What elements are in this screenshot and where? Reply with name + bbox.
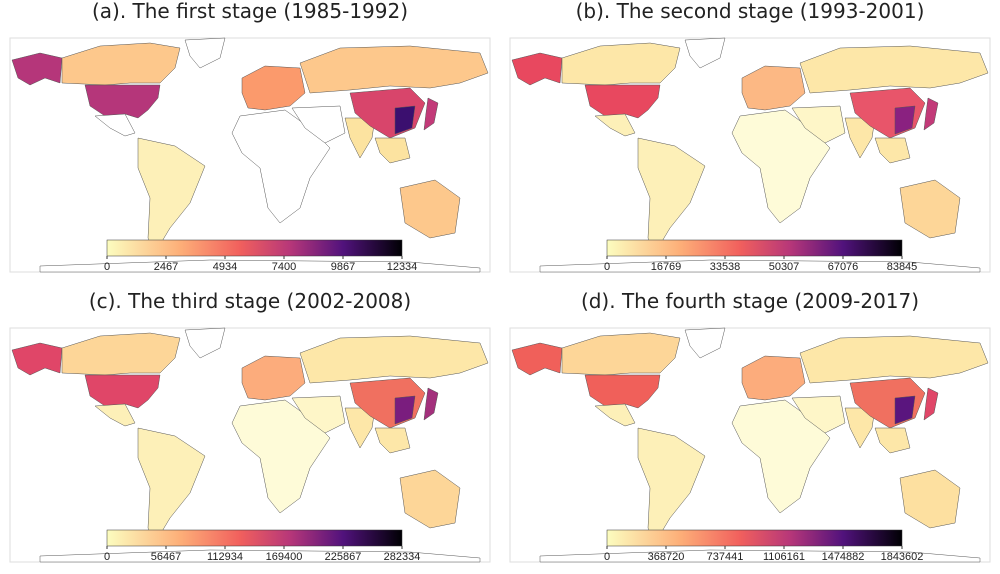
colorbar bbox=[606, 529, 903, 547]
colorbar-tick-label: 67076 bbox=[828, 261, 859, 273]
colorbar-tick-label: 7400 bbox=[272, 261, 296, 273]
colorbar-tick-label: 1843602 bbox=[881, 551, 924, 563]
colorbar-tick-label: 112934 bbox=[207, 551, 243, 563]
colorbar-tick-label: 0 bbox=[604, 261, 610, 273]
map-panel: (b). The second stage (1993-2001) 0 16769 3… bbox=[509, 0, 991, 273]
map-panel: (c). The third stage (2002-2008) 0 56467 11… bbox=[9, 289, 491, 563]
colorbar-tick-label: 83845 bbox=[887, 261, 918, 273]
colorbar-tick-label: 33538 bbox=[710, 261, 741, 273]
colorbar-tick-label: 56467 bbox=[151, 551, 182, 563]
map-panel: (a). The first stage (1985-1992) 0 2467 493… bbox=[9, 0, 491, 273]
map-panel: (d). The fourth stage (2009-2017) 0 368720… bbox=[509, 289, 991, 563]
panel-title: (c). The third stage (2002-2008) bbox=[89, 289, 411, 313]
colorbar-tick-label: 0 bbox=[604, 551, 610, 563]
colorbar-tick-label: 368720 bbox=[648, 551, 685, 563]
colorbar bbox=[606, 239, 903, 257]
colorbar-tick-label: 0 bbox=[104, 261, 110, 273]
colorbar bbox=[106, 239, 403, 257]
colorbar-tick-label: 4934 bbox=[213, 261, 237, 273]
panel-title: (d). The fourth stage (2009-2017) bbox=[581, 289, 919, 313]
colorbar-tick-label: 737441 bbox=[707, 551, 744, 563]
colorbar-tick-label: 9867 bbox=[331, 261, 355, 273]
colorbar-tick-label: 16769 bbox=[651, 261, 682, 273]
colorbar-tick-label: 1106161 bbox=[763, 551, 805, 563]
panel-title: (a). The first stage (1985-1992) bbox=[92, 0, 408, 23]
colorbar-tick-label: 12334 bbox=[387, 261, 418, 273]
colorbar-tick-label: 282334 bbox=[384, 551, 421, 563]
panel-title: (b). The second stage (1993-2001) bbox=[576, 0, 925, 23]
colorbar-tick-label: 0 bbox=[104, 551, 110, 563]
colorbar bbox=[106, 529, 403, 547]
colorbar-tick-label: 50307 bbox=[769, 261, 800, 273]
colorbar-tick-label: 225867 bbox=[325, 551, 362, 563]
colorbar-tick-label: 169400 bbox=[266, 551, 303, 563]
colorbar-tick-label: 1474882 bbox=[822, 551, 865, 563]
colorbar-tick-label: 2467 bbox=[154, 261, 178, 273]
